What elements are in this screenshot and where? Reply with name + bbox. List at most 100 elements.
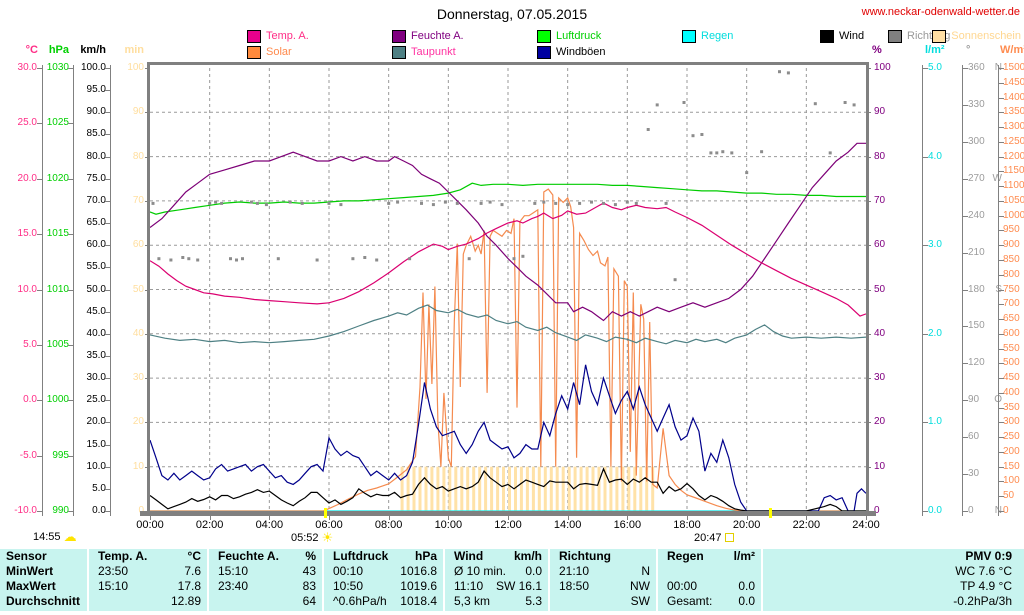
- sunshine-bar: [549, 466, 553, 511]
- cloud-icon: ☁: [63, 530, 77, 545]
- axis-tick: [999, 200, 1004, 202]
- axis-tick-label: 1500: [1003, 62, 1024, 73]
- axis-tick-label: 990: [52, 505, 69, 516]
- wind-direction-dot: [235, 258, 238, 262]
- axis-tick-label: 1000: [46, 394, 69, 406]
- group-header-unit: °C: [187, 549, 201, 563]
- axis-tick-label: 10.0: [17, 283, 37, 295]
- axis-tick-label: 330: [968, 98, 985, 110]
- sunshine-bar: [561, 466, 565, 511]
- axis-tick-label: 150: [1003, 460, 1020, 472]
- axis-tick: [923, 333, 928, 335]
- table-group-header: Temp. A. °C: [89, 549, 207, 564]
- axis-header-: %: [872, 44, 882, 56]
- x-axis-tick: [388, 516, 390, 520]
- series-luftdruck: [150, 182, 866, 215]
- axis-tick: [999, 511, 1004, 512]
- x-axis-tick: [209, 516, 211, 520]
- x-axis-tick: [687, 516, 688, 520]
- legend-item-sonnenschein: Sonnenschein: [932, 29, 1021, 43]
- sunshine-bar: [615, 466, 619, 511]
- cell-value: N: [641, 564, 650, 578]
- axis-tick-label: 240: [968, 209, 985, 221]
- table-group-header: Feuchte A.%: [209, 549, 322, 564]
- axis-tick-label: 25.0: [17, 117, 37, 129]
- sunshine-bar: [603, 466, 607, 511]
- wind-direction-dot: [255, 201, 259, 205]
- x-axis-tick-label: 22:00: [792, 519, 821, 531]
- axis-tick-label: 25.0: [86, 394, 106, 406]
- group-header-name: Temp. A.: [98, 549, 148, 563]
- axis-tick-label: 40: [132, 327, 144, 339]
- axis-tick-label: 70.0: [86, 194, 106, 206]
- x-axis-tick-label: 18:00: [673, 519, 701, 531]
- wind-direction-dot: [634, 201, 638, 205]
- axis-tick: [68, 68, 73, 69]
- axis-tick: [999, 230, 1004, 232]
- cell-value: 5.3: [525, 594, 542, 608]
- sunshine-bar: [442, 466, 446, 511]
- pmv-value: PMV 0:9: [965, 549, 1012, 563]
- sunshine-bar: [627, 466, 631, 511]
- axis-tick: [999, 481, 1004, 483]
- axis-tick: [105, 355, 110, 357]
- stats-table: Sensor MinWert MaxWert Durchschnitt Temp. A.…: [0, 549, 1024, 611]
- sunshine-bar: [508, 466, 511, 511]
- cell-value: 64: [302, 594, 316, 608]
- axis-tick: [963, 363, 968, 365]
- sunshine-bar: [567, 466, 571, 511]
- table-group-pmv: PMV 0:9 WC 7.6 °C TP 4.9 °C -0.2hPa/3h: [761, 549, 1024, 611]
- table-row: 12.89: [89, 594, 207, 609]
- axis-tick: [105, 68, 110, 69]
- table-row: 64: [209, 594, 322, 609]
- sunshine-bar: [412, 466, 416, 511]
- axis-tick-label: 15.0: [17, 228, 37, 240]
- legend-label: Regen: [701, 30, 734, 42]
- wind-direction-dot: [682, 101, 686, 104]
- axis-tick-label: 0: [1003, 505, 1009, 516]
- cell-value: 1019.6: [400, 579, 437, 593]
- sunshine-bar: [585, 466, 589, 511]
- axis-tick-label: 1300: [1003, 121, 1024, 133]
- sunrise-tick: [324, 508, 328, 518]
- axis-tick: [999, 392, 1004, 394]
- wind-direction-dot: [646, 128, 650, 131]
- wind-direction-dot: [431, 203, 435, 207]
- axis-tick: [37, 234, 42, 236]
- wind-direction-dot: [196, 258, 200, 262]
- sunshine-bar: [573, 466, 577, 511]
- axis-tick-label: 10: [874, 460, 886, 472]
- wind-direction-dot: [578, 201, 582, 205]
- table-row-label: Sensor: [0, 549, 87, 564]
- axis-line: [110, 65, 111, 516]
- wind-direction-dot: [613, 203, 617, 207]
- axis-tick-label: 50: [132, 283, 144, 295]
- cell-value: 0.0: [738, 579, 755, 593]
- axis-tick-label: 45.0: [86, 305, 106, 317]
- table-row: SW: [550, 594, 656, 609]
- axis-tick-label: 1020: [46, 172, 69, 184]
- wind-direction-dot: [715, 151, 719, 155]
- series-wind: [150, 467, 866, 511]
- wind-direction-dot: [181, 256, 185, 259]
- row-label-cell: Sensor: [6, 549, 47, 563]
- sunshine-bar: [448, 466, 452, 511]
- legend-label: Feuchte A.: [411, 30, 464, 42]
- wind-direction-dot: [721, 150, 725, 154]
- group-header-unit: km/h: [513, 549, 542, 563]
- axis-tick: [37, 400, 42, 402]
- site-url-link[interactable]: www.neckar-odenwald-wetter.de: [861, 6, 1020, 18]
- x-axis-tick-label: 16:00: [613, 519, 642, 531]
- axis-tick-label: 60: [968, 431, 980, 443]
- axis-header-min: min: [124, 44, 144, 56]
- series-solar: [150, 188, 866, 511]
- axis-tick-label: 350: [1003, 401, 1020, 413]
- axis-tick-label: 80.0: [86, 150, 106, 162]
- axis-tick: [105, 134, 110, 136]
- sunshine-bar: [621, 466, 625, 511]
- axis-tick: [963, 400, 968, 402]
- axis-tick: [68, 344, 73, 346]
- wind-direction-dot: [214, 200, 218, 204]
- wind-direction-dot: [745, 171, 749, 175]
- group-header-unit: hPa: [414, 549, 437, 563]
